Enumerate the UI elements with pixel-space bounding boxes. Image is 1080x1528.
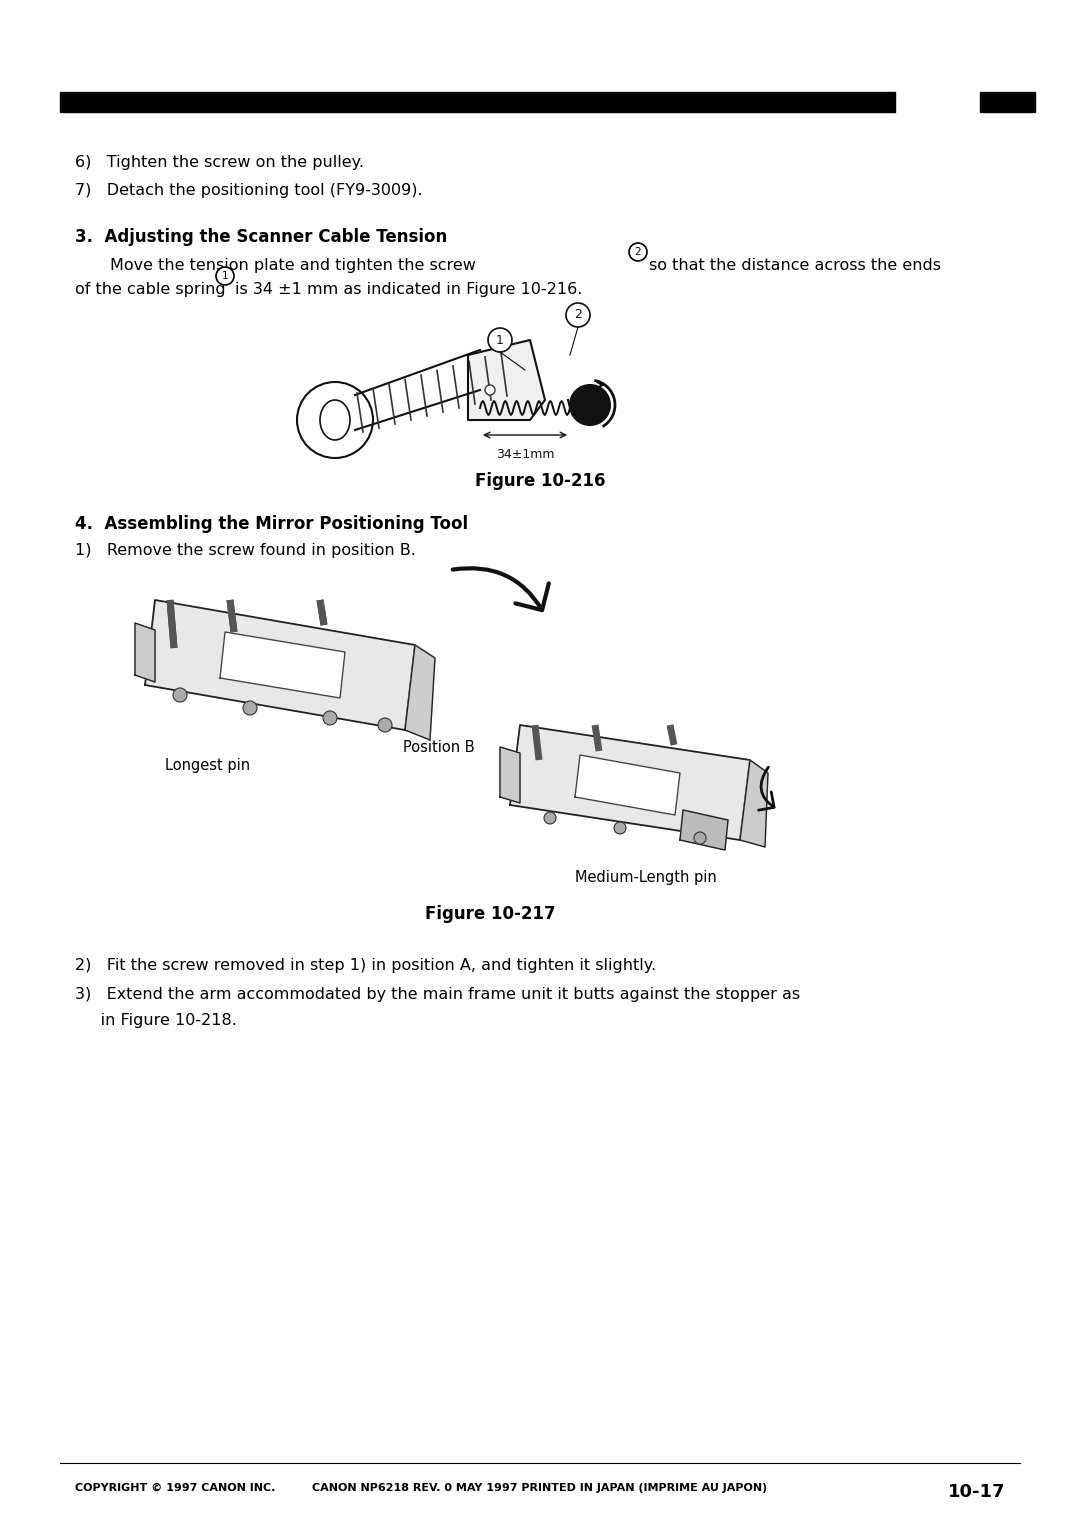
Text: Move the tension plate and tighten the screw: Move the tension plate and tighten the s… xyxy=(110,258,476,274)
Bar xyxy=(60,92,895,112)
Text: 1)   Remove the screw found in position B.: 1) Remove the screw found in position B. xyxy=(75,542,416,558)
Text: of the cable spring: of the cable spring xyxy=(75,283,226,296)
Text: 7)   Detach the positioning tool (FY9-3009).: 7) Detach the positioning tool (FY9-3009… xyxy=(75,183,422,199)
Circle shape xyxy=(570,385,610,425)
Circle shape xyxy=(488,329,512,351)
Text: 6)   Tighten the screw on the pulley.: 6) Tighten the screw on the pulley. xyxy=(75,154,364,170)
Polygon shape xyxy=(575,755,680,814)
Text: Figure 10-217: Figure 10-217 xyxy=(424,905,555,923)
Text: 34±1mm: 34±1mm xyxy=(496,448,554,461)
Circle shape xyxy=(615,822,626,834)
Circle shape xyxy=(243,701,257,715)
Polygon shape xyxy=(680,810,728,850)
Circle shape xyxy=(297,382,373,458)
Circle shape xyxy=(216,267,234,286)
Circle shape xyxy=(378,718,392,732)
Circle shape xyxy=(173,688,187,701)
Circle shape xyxy=(566,303,590,327)
Text: CANON NP6218 REV. 0 MAY 1997 PRINTED IN JAPAN (IMPRIME AU JAPON): CANON NP6218 REV. 0 MAY 1997 PRINTED IN … xyxy=(312,1484,768,1493)
Text: 3.  Adjusting the Scanner Cable Tension: 3. Adjusting the Scanner Cable Tension xyxy=(75,228,447,246)
Polygon shape xyxy=(500,747,519,804)
Polygon shape xyxy=(468,341,545,420)
Text: 1: 1 xyxy=(221,270,228,281)
Polygon shape xyxy=(510,724,750,840)
Text: Medium-Length pin: Medium-Length pin xyxy=(575,869,717,885)
Circle shape xyxy=(694,833,706,843)
Text: 4.  Assembling the Mirror Positioning Tool: 4. Assembling the Mirror Positioning Too… xyxy=(75,515,468,533)
Polygon shape xyxy=(220,633,345,698)
Text: Figure 10-216: Figure 10-216 xyxy=(475,472,605,490)
Text: 3)   Extend the arm accommodated by the main frame unit it butts against the sto: 3) Extend the arm accommodated by the ma… xyxy=(75,987,800,1002)
Text: Position B: Position B xyxy=(403,740,474,755)
FancyArrowPatch shape xyxy=(453,568,549,610)
Text: so that the distance across the ends: so that the distance across the ends xyxy=(649,258,941,274)
Circle shape xyxy=(323,711,337,724)
FancyArrowPatch shape xyxy=(758,767,774,810)
Circle shape xyxy=(629,243,647,261)
Text: CHAPTER 10  TROUBLESHOOTING: CHAPTER 10 TROUBLESHOOTING xyxy=(658,95,908,107)
Polygon shape xyxy=(135,623,156,681)
Text: 1: 1 xyxy=(496,333,504,347)
Bar xyxy=(980,92,1035,112)
Polygon shape xyxy=(405,645,435,740)
Text: 10-17: 10-17 xyxy=(947,1484,1005,1500)
Text: 2)   Fit the screw removed in step 1) in position A, and tighten it slightly.: 2) Fit the screw removed in step 1) in p… xyxy=(75,958,657,973)
Polygon shape xyxy=(145,601,415,730)
Text: COPYRIGHT © 1997 CANON INC.: COPYRIGHT © 1997 CANON INC. xyxy=(75,1484,275,1493)
Ellipse shape xyxy=(320,400,350,440)
Text: 2: 2 xyxy=(635,248,642,257)
Polygon shape xyxy=(740,759,768,847)
Circle shape xyxy=(544,811,556,824)
Text: is 34 ±1 mm as indicated in Figure 10-216.: is 34 ±1 mm as indicated in Figure 10-21… xyxy=(235,283,582,296)
Text: Longest pin: Longest pin xyxy=(165,758,251,773)
Text: in Figure 10-218.: in Figure 10-218. xyxy=(75,1013,237,1028)
Circle shape xyxy=(485,385,495,396)
Text: 2: 2 xyxy=(575,309,582,321)
